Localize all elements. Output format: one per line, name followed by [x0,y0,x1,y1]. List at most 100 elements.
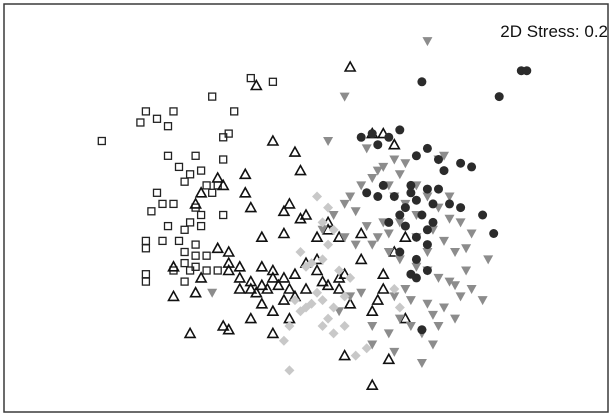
point-open-square-7 [230,107,239,116]
point-filled-down-triangle-8 [439,151,449,161]
point-open-square-2 [141,107,151,116]
point-filled-diamond-28 [389,284,400,294]
point-filled-down-triangle-19 [317,225,328,235]
point-open-square-41 [180,258,189,268]
point-filled-down-triangle-49 [427,310,438,320]
plot-frame [3,3,609,413]
point-filled-circle-39 [478,210,488,220]
point-filled-down-triangle-0 [422,37,433,47]
point-filled-circle-13 [389,192,399,201]
point-open-triangle-33 [233,271,247,283]
point-filled-diamond-23 [284,321,295,331]
point-open-square-10 [246,73,255,83]
point-open-triangle-9 [288,145,302,157]
point-open-square-40 [202,251,211,260]
point-open-triangle-71 [343,297,357,309]
point-open-triangle-25 [222,245,236,257]
point-filled-circle-43 [522,66,532,76]
point-open-square-13 [191,151,200,160]
point-open-square-49 [141,277,151,286]
point-filled-circle-14 [373,192,383,201]
point-open-triangle-5 [238,167,252,180]
point-open-triangle-3 [211,171,225,183]
point-filled-down-triangle-2 [323,137,334,146]
point-filled-diamond-7 [295,247,306,257]
point-open-triangle-2 [266,134,280,146]
point-open-square-15 [174,162,184,172]
point-open-square-22 [152,188,162,197]
point-open-square-36 [174,236,184,246]
point-filled-down-triangle-63 [378,162,389,172]
point-filled-diamond-5 [317,254,328,265]
point-filled-down-triangle-38 [389,292,400,302]
point-open-triangle-36 [277,271,291,283]
point-filled-down-triangle-25 [411,262,422,272]
point-open-square-28 [219,210,228,220]
point-filled-diamond-22 [339,321,350,331]
point-filled-diamond-18 [328,302,339,313]
point-filled-down-triangle-23 [383,248,394,257]
point-filled-circle-22 [422,225,432,235]
point-open-triangle-70 [371,293,385,305]
point-filled-circle-7 [422,143,432,153]
point-open-triangle-24 [211,241,225,254]
point-filled-down-triangle-64 [389,155,400,165]
point-filled-circle-28 [434,184,443,194]
point-open-square-35 [141,244,151,253]
point-open-square-11 [268,77,278,86]
point-open-triangle-77 [354,226,368,239]
point-open-triangle-59 [222,323,236,335]
point-open-triangle-51 [249,286,263,298]
point-filled-down-triangle-45 [383,329,394,339]
point-open-triangle-18 [299,208,313,220]
point-filled-down-triangle-47 [405,322,416,331]
point-filled-diamond-1 [323,202,334,213]
point-open-square-32 [180,225,189,234]
point-filled-diamond-24 [278,335,289,346]
point-filled-circle-30 [456,203,466,213]
point-open-triangle-73 [354,252,368,265]
point-open-triangle-46 [299,282,313,294]
point-filled-down-triangle-21 [350,240,361,250]
point-filled-down-triangle-51 [450,314,461,324]
point-open-triangle-76 [399,230,412,242]
point-filled-down-triangle-29 [461,266,472,276]
point-open-triangle-50 [283,282,296,294]
point-open-triangle-56 [266,304,280,317]
point-open-square-48 [180,277,189,286]
point-open-square-12 [163,151,173,160]
point-open-triangle-23 [255,230,269,242]
point-filled-diamond-3 [328,224,339,235]
point-open-triangle-58 [216,319,230,331]
point-filled-circle-25 [428,199,438,209]
point-open-square-29 [185,218,195,227]
point-open-triangle-65 [338,267,351,280]
point-filled-down-triangle-69 [444,192,455,202]
point-filled-down-triangle-73 [207,288,218,298]
point-filled-circle-2 [356,132,366,142]
point-open-square-45 [202,266,211,275]
point-filled-diamond-27 [394,302,405,313]
point-open-square-14 [219,155,228,164]
point-filled-down-triangle-61 [345,192,356,202]
point-open-triangle-44 [321,278,335,291]
point-open-triangle-13 [387,138,401,150]
point-filled-circle-41 [494,92,504,102]
point-filled-down-triangle-72 [444,214,455,224]
point-filled-diamond-4 [323,239,334,250]
point-open-triangle-79 [365,378,379,391]
point-filled-circle-31 [422,240,432,250]
point-open-triangle-16 [283,197,296,209]
point-filled-down-triangle-44 [367,322,378,331]
point-filled-circle-37 [395,247,405,257]
point-filled-down-triangle-60 [356,181,367,191]
point-filled-circle-21 [411,232,421,242]
point-filled-diamond-21 [328,328,339,339]
point-filled-down-triangle-59 [433,322,444,331]
point-filled-diamond-2 [317,217,328,228]
point-open-triangle-27 [233,260,247,272]
point-open-triangle-52 [233,282,247,294]
point-filled-down-triangle-37 [400,285,411,294]
point-open-square-23 [158,199,167,209]
